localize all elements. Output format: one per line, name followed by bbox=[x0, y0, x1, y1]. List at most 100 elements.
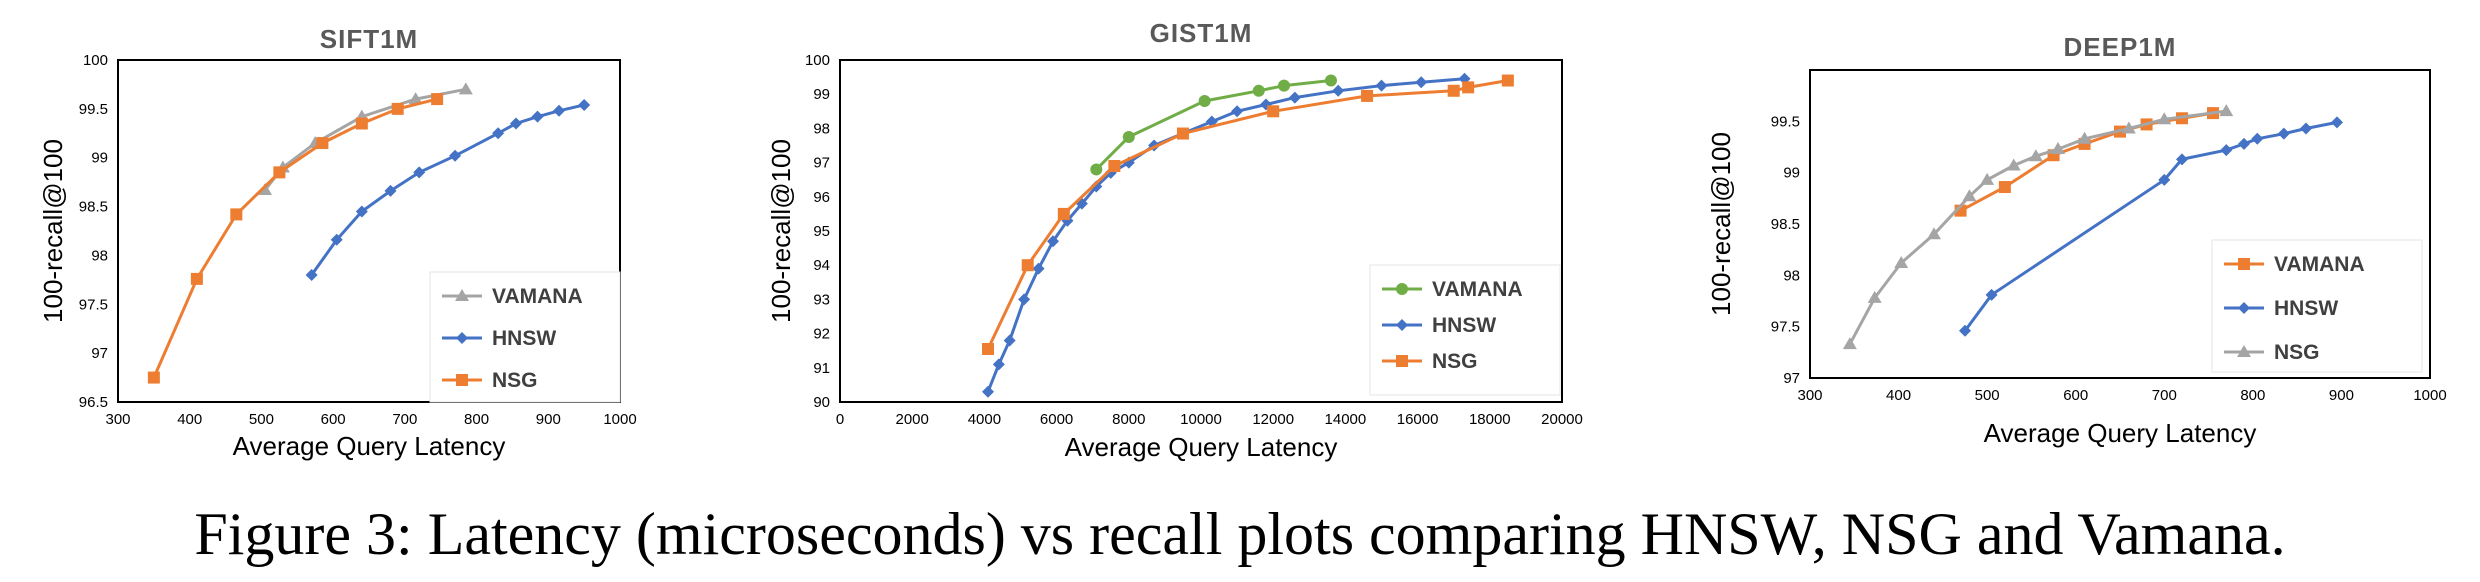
y-tick-label: 100 bbox=[805, 52, 830, 69]
hnsw-point bbox=[2331, 116, 2343, 129]
y-tick-label: 97.5 bbox=[79, 296, 108, 313]
nsg-point bbox=[1267, 105, 1280, 118]
hnsw-point bbox=[531, 110, 544, 123]
nsg-point bbox=[1361, 89, 1374, 102]
nsg-point bbox=[1867, 290, 1882, 303]
x-tick-label: 300 bbox=[1797, 387, 1822, 404]
hnsw-point bbox=[355, 205, 368, 218]
legend-marker-hnsw bbox=[1396, 319, 1408, 331]
nsg-point bbox=[1021, 259, 1034, 272]
hnsw-point bbox=[2220, 144, 2233, 157]
y-tick-label: 97 bbox=[91, 345, 108, 362]
plot-frame bbox=[1809, 69, 2431, 379]
legend-marker-hnsw bbox=[456, 332, 468, 344]
legend-marker-nsg bbox=[1396, 355, 1408, 367]
plot-frame bbox=[117, 59, 621, 403]
legend-marker-vamana bbox=[1396, 283, 1408, 295]
hnsw-point bbox=[449, 149, 462, 162]
vamana-point bbox=[1198, 95, 1211, 108]
x-tick-label: 500 bbox=[249, 411, 274, 428]
x-tick-label: 400 bbox=[1886, 387, 1911, 404]
nsg-point bbox=[391, 102, 404, 115]
x-tick-label: 300 bbox=[105, 411, 130, 428]
hnsw-point bbox=[2300, 122, 2312, 135]
x-tick-label: 14000 bbox=[1325, 411, 1367, 428]
nsg-point bbox=[2121, 121, 2136, 134]
vamana-point bbox=[1324, 74, 1337, 87]
hnsw-point bbox=[510, 117, 523, 130]
y-tick-label: 91 bbox=[813, 360, 830, 377]
y-tick-label: 99.5 bbox=[1771, 113, 1800, 130]
series-hnsw bbox=[305, 98, 591, 281]
series-nsg bbox=[147, 93, 444, 384]
x-tick-label: 20000 bbox=[1541, 411, 1583, 428]
x-tick-label: 800 bbox=[464, 411, 489, 428]
hnsw-point bbox=[1061, 214, 1074, 227]
x-tick-label: 2000 bbox=[896, 411, 929, 428]
legend-marker-vamana bbox=[455, 289, 469, 301]
nsg-point bbox=[1962, 189, 1977, 202]
vamana-line bbox=[1959, 111, 2214, 213]
nsg-point bbox=[230, 208, 243, 221]
vamana-point bbox=[458, 82, 473, 95]
x-tick-label: 4000 bbox=[968, 411, 1001, 428]
nsg-point bbox=[1501, 74, 1514, 87]
hnsw-point bbox=[1985, 288, 1998, 301]
y-axis-label: 100-recall@100 bbox=[38, 139, 68, 323]
y-axis-label: 100-recall@100 bbox=[1706, 132, 1736, 316]
nsg-point bbox=[190, 272, 203, 285]
hnsw-point bbox=[1046, 235, 1059, 248]
hnsw-line bbox=[310, 103, 585, 276]
nsg-line bbox=[1848, 109, 2227, 345]
hnsw-point bbox=[413, 166, 426, 179]
x-tick-label: 8000 bbox=[1112, 411, 1145, 428]
y-tick-label: 94 bbox=[813, 257, 830, 274]
x-tick-label: 900 bbox=[2329, 387, 2354, 404]
y-tick-label: 93 bbox=[813, 291, 830, 308]
nsg-point bbox=[2006, 158, 2021, 171]
hnsw-point bbox=[330, 233, 343, 246]
y-tick-label: 96 bbox=[813, 189, 830, 206]
nsg-point bbox=[273, 166, 286, 179]
x-tick-label: 400 bbox=[177, 411, 202, 428]
y-tick-label: 98 bbox=[1783, 267, 1800, 284]
legend-label-hnsw: HNSW bbox=[492, 327, 556, 350]
nsg-point bbox=[2219, 104, 2234, 117]
nsg-line bbox=[986, 79, 1509, 350]
vamana-point bbox=[1252, 84, 1265, 97]
x-axis-label: Average Query Latency bbox=[233, 431, 506, 461]
x-tick-label: 600 bbox=[2063, 387, 2088, 404]
hnsw-point bbox=[2176, 153, 2188, 166]
x-axis-label: Average Query Latency bbox=[1065, 432, 1338, 462]
x-tick-label: 600 bbox=[321, 411, 346, 428]
legend-label-vamana: VAMANA bbox=[492, 285, 583, 308]
legend: VAMANA HNSW NSG bbox=[2211, 239, 2423, 373]
hnsw-point bbox=[1231, 105, 1244, 118]
deep1m-chart: DEEP1M 97 97.5 98 98.5 99 99.5 300 400 500 600 700 8… bbox=[1706, 32, 2447, 448]
x-tick-label: 18000 bbox=[1469, 411, 1511, 428]
y-axis-label: 100-recall@100 bbox=[766, 139, 796, 323]
nsg-point bbox=[1057, 207, 1070, 220]
nsg-point bbox=[147, 371, 160, 384]
hnsw-point bbox=[1090, 180, 1103, 193]
hnsw-point bbox=[578, 98, 591, 111]
series-vamana bbox=[1090, 74, 1337, 176]
vamana-point bbox=[1998, 181, 2011, 194]
hnsw-point bbox=[1003, 334, 1016, 347]
legend: VAMANA HNSW NSG bbox=[1369, 264, 1561, 396]
nsg-point bbox=[316, 137, 329, 150]
x-tick-label: 16000 bbox=[1397, 411, 1439, 428]
sift1m-chart: SIFT1M 96.5 97 97.5 98 98.5 99 99.5 100 300 400 500… bbox=[38, 24, 637, 461]
nsg-point bbox=[431, 93, 444, 106]
x-tick-label: 700 bbox=[392, 411, 417, 428]
chart-title: GIST1M bbox=[1150, 18, 1253, 48]
legend: VAMANA HNSW NSG bbox=[429, 271, 621, 403]
vamana-line bbox=[1095, 79, 1332, 171]
chart-title: DEEP1M bbox=[2064, 32, 2177, 62]
hnsw-point bbox=[2158, 173, 2171, 186]
hnsw-point bbox=[1288, 91, 1301, 104]
y-tick-label: 98 bbox=[813, 120, 830, 137]
nsg-point bbox=[2157, 112, 2172, 125]
hnsw-point bbox=[553, 104, 566, 117]
nsg-point bbox=[1108, 160, 1121, 173]
